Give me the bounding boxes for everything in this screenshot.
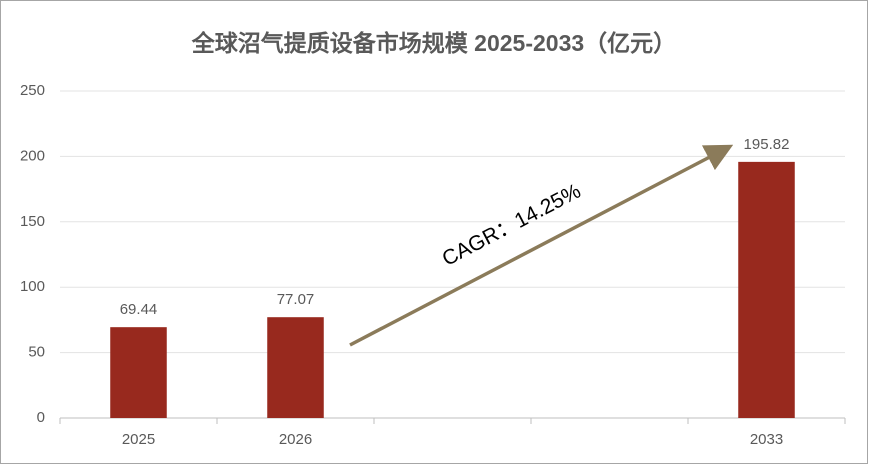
value-label: 195.82 <box>744 136 790 153</box>
cagr-arrow <box>349 144 734 347</box>
x-tick-label: 2025 <box>122 431 155 448</box>
bar <box>110 327 167 418</box>
y-tick-label: 250 <box>20 82 45 99</box>
chart-title: 全球沼气提质设备市场规模 2025-2033（亿元） <box>191 30 676 56</box>
y-tick-label: 50 <box>28 344 45 361</box>
x-tick-label: 2026 <box>279 431 312 448</box>
bar <box>267 317 324 418</box>
y-tick-label: 150 <box>20 213 45 230</box>
y-tick-label: 0 <box>37 409 45 426</box>
value-label: 77.07 <box>277 291 315 308</box>
y-tick-label: 200 <box>20 147 45 164</box>
y-tick-label: 100 <box>20 278 45 295</box>
bar <box>738 161 795 419</box>
value-label: 69.44 <box>120 301 158 318</box>
x-tick-label: 2033 <box>750 431 783 448</box>
